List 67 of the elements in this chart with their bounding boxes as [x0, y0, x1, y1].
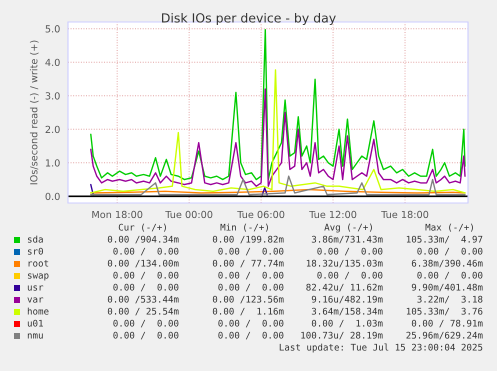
text: 105.33m/ 4.97 [406, 236, 482, 244]
text: 0.00 / 78.91m [412, 320, 483, 328]
text: 0.00 / 1.16m [212, 308, 284, 316]
text: 0.00 / 1.03m [312, 320, 383, 328]
x-tick-label: Tue 18:00 [381, 210, 428, 218]
legend-label: var [27, 297, 44, 303]
legend-label: root [28, 260, 48, 267]
text: 0.00 / 0.00 [218, 320, 284, 328]
text: 6.38m/390.46m [412, 260, 483, 268]
text: Min (-/+) [220, 224, 268, 232]
text: 3.22m/ 3.18 [417, 296, 482, 304]
text: 0.00 / 0.00 [113, 320, 178, 328]
line-series [90, 88, 466, 187]
line-series [90, 29, 466, 180]
text: 0.00 / 0.00 [113, 332, 178, 340]
text: 0.00 / 0.00 [113, 248, 178, 256]
x-tick-label: Tue 00:00 [165, 210, 212, 218]
text: 9.90m/401.48m [412, 284, 483, 292]
text: 0.00 / 0.00 [317, 272, 382, 280]
line-series [90, 175, 466, 196]
text: 25.96m/629.24m [406, 332, 483, 340]
y-tick-label: 2.0 [46, 126, 60, 134]
y-tick-label: 4.0 [45, 58, 60, 66]
text: 9.16u/482.19m [312, 296, 383, 304]
text: 3.64m/158.34m [312, 308, 383, 316]
text: 0.00 /904.34m [108, 236, 179, 244]
y-tick-label: 1.0 [46, 159, 60, 167]
legend-label: sr0 [28, 248, 43, 255]
text: 0.00 / 0.00 [317, 248, 382, 256]
y-tick-label: 5.0 [46, 25, 60, 33]
text: 0.00 / 25.54m [108, 308, 179, 316]
text: Cur (-/+) [118, 224, 166, 232]
text: 0.00 / 0.00 [218, 272, 284, 280]
legend-label: u01 [28, 320, 43, 327]
y-tick-label: 0.0 [46, 192, 60, 200]
text: 0.00 /199.82m [212, 236, 284, 244]
text: Last update: Tue Jul 15 23:00:04 2025 [280, 344, 482, 352]
text: 0.00 /533.44m [108, 296, 179, 304]
text: 0.00 / 0.00 [113, 284, 178, 292]
text: 82.42u/ 11.62m [306, 284, 383, 292]
y-tick-label: 3.0 [46, 92, 60, 100]
chart-title: Disk IOs per device - by day [162, 12, 336, 26]
legend-label: home [28, 308, 49, 315]
text: 0.00 / 0.00 [417, 272, 482, 280]
line-series [90, 69, 466, 194]
text: 0.00 / 0.00 [417, 248, 482, 256]
legend-label: swap [28, 273, 49, 280]
text: 105.33m/ 3.76 [406, 308, 482, 316]
text: 0.00 / 0.00 [218, 332, 284, 340]
legend-label: sda [28, 236, 43, 243]
text: 0.00 / 0.00 [218, 248, 284, 256]
text: 18.32u/135.03m [306, 260, 383, 268]
legend-label: nmu [28, 333, 43, 339]
text: Max (-/+) [426, 224, 473, 232]
text: 0.00 /123.56m [212, 296, 284, 304]
text: 0.00 / 77.74m [212, 260, 284, 268]
y-axis-title: IOs/second read (-) / write (+) [30, 40, 39, 184]
text: Avg (-/+) [324, 224, 372, 232]
x-tick-label: Mon 18:00 [92, 210, 142, 218]
text: 0.00 / 0.00 [218, 284, 284, 292]
x-tick-label: Tue 06:00 [237, 210, 284, 218]
text: 100.73u/ 28.19m [301, 332, 383, 340]
legend-label: usr [28, 285, 44, 291]
text: 0.00 / 0.00 [113, 272, 178, 280]
x-tick-label: Tue 12:00 [309, 210, 356, 218]
text: 3.86m/731.43m [312, 236, 383, 244]
text: 0.00 /134.00m [108, 260, 179, 268]
